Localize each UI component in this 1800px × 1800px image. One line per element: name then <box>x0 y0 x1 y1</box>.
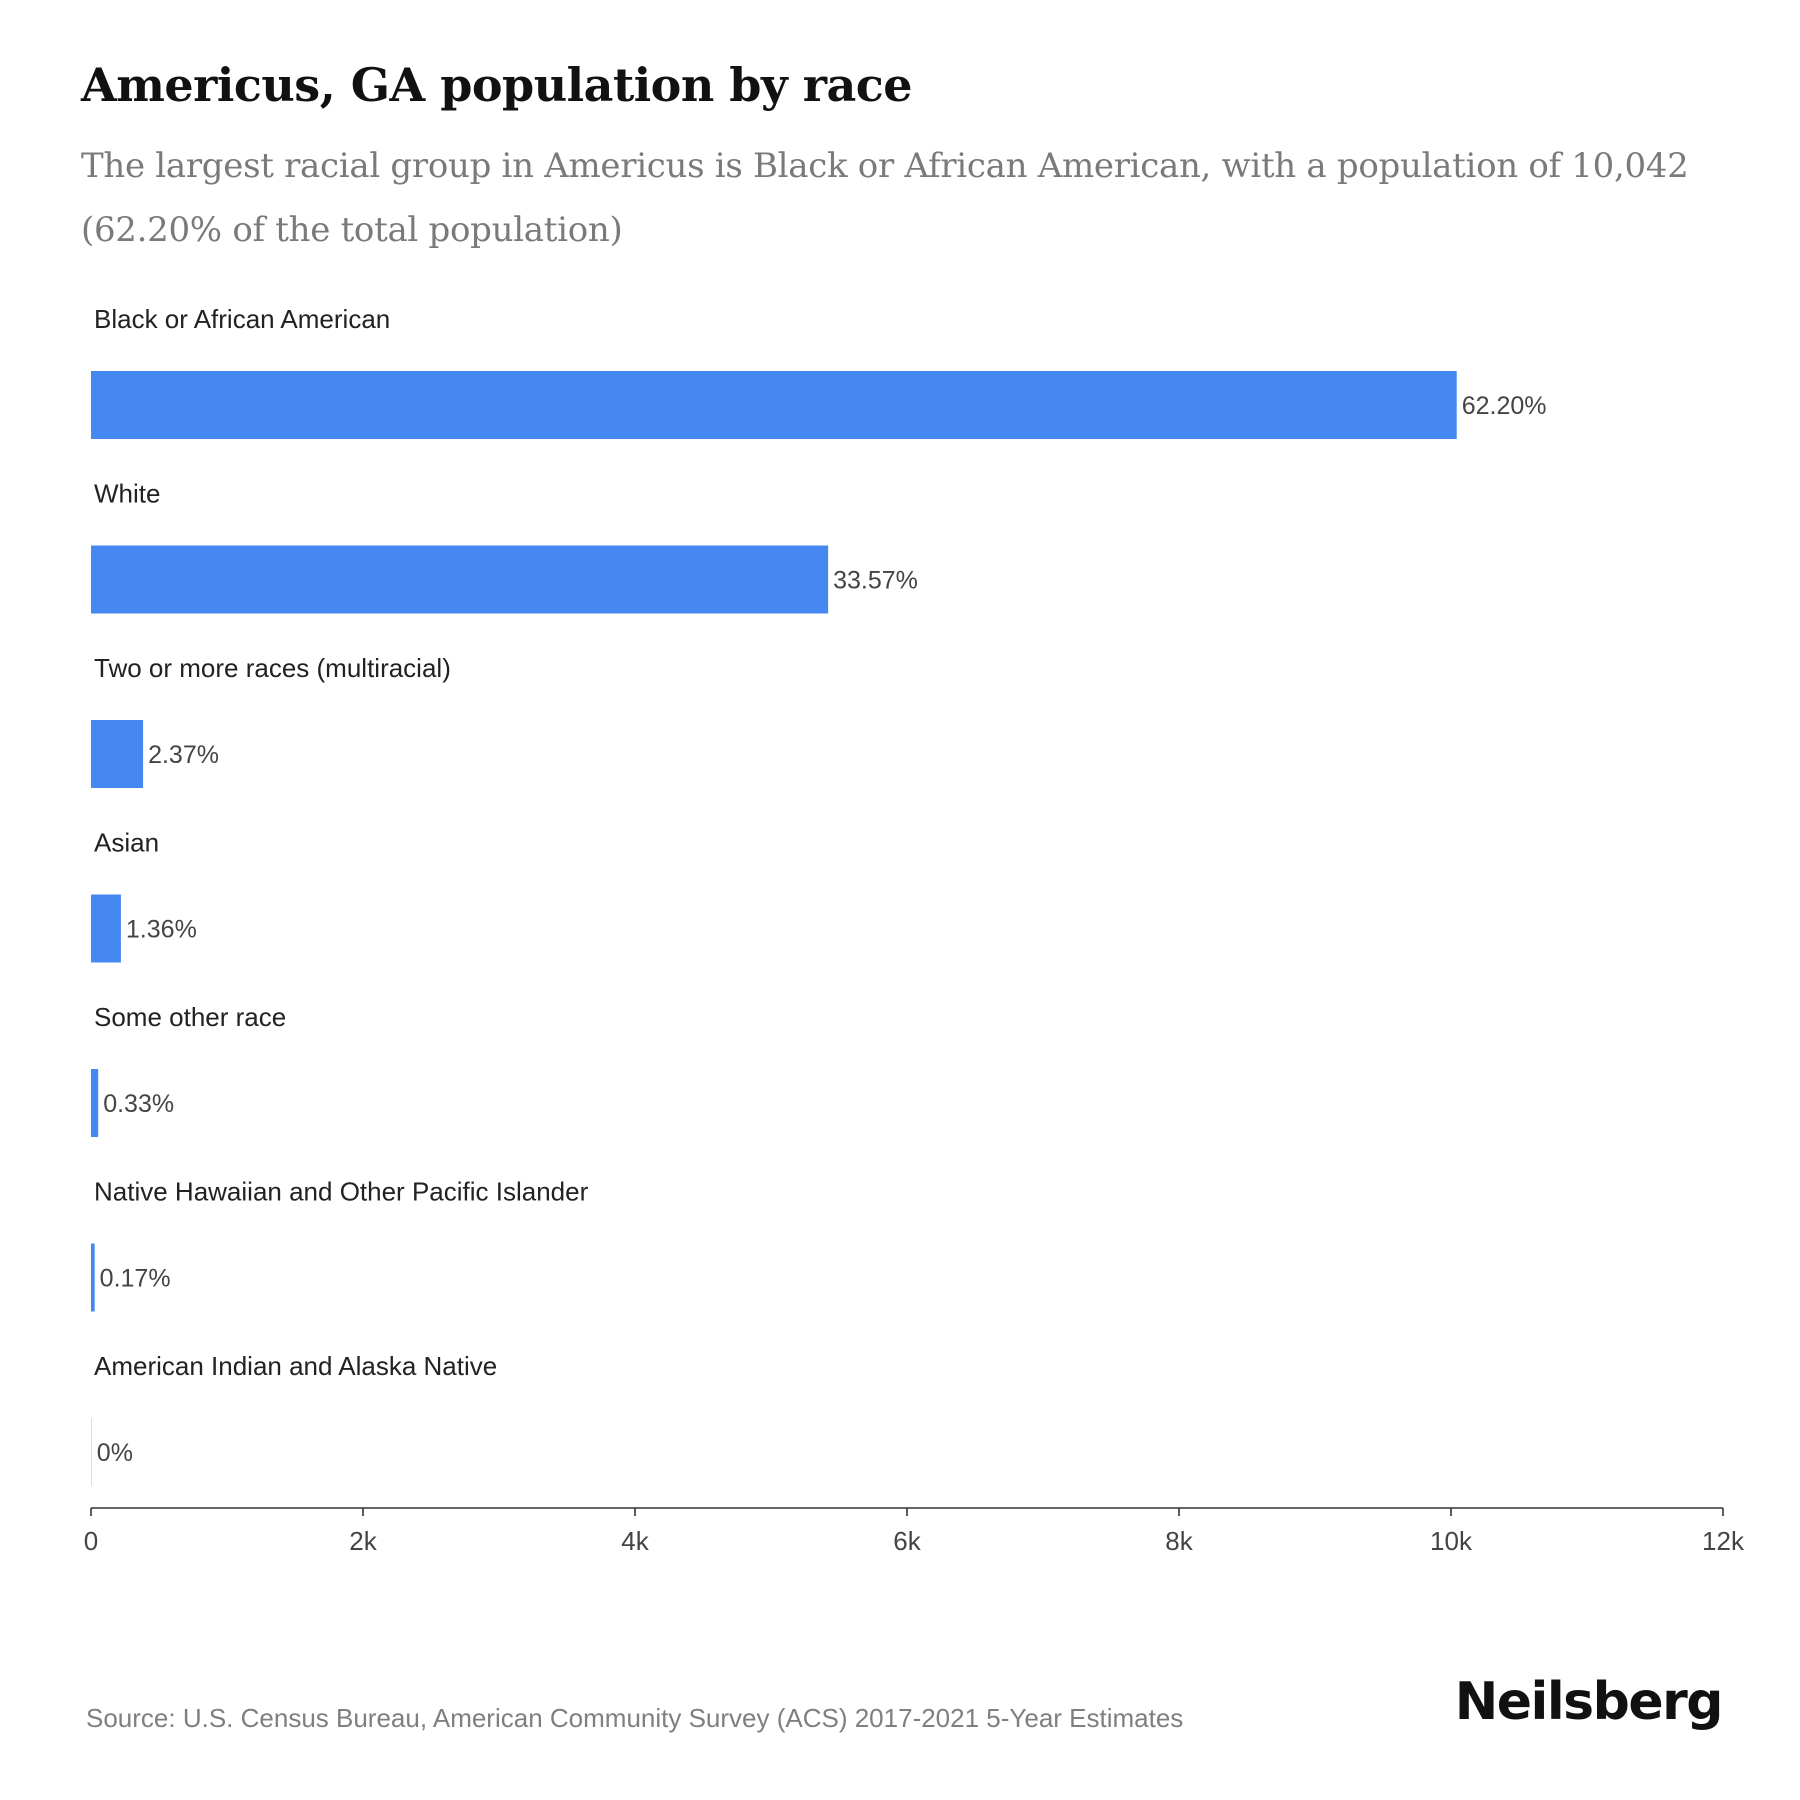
data-label: 33.57% <box>833 567 918 595</box>
x-tick-label: 6k <box>893 1526 921 1556</box>
data-label: 0.33% <box>103 1090 174 1118</box>
chart-subtitle: The largest racial group in Americus is … <box>81 146 1689 250</box>
x-tick-label: 4k <box>621 1526 649 1556</box>
category-label: Black or African American <box>94 304 390 334</box>
category-label: Native Hawaiian and Other Pacific Island… <box>94 1177 589 1207</box>
bar <box>91 545 829 614</box>
bar <box>91 1418 92 1486</box>
category-label: White <box>94 479 160 509</box>
x-tick-label: 12k <box>1702 1526 1745 1556</box>
bar <box>91 1243 95 1312</box>
brand-logo: Neilsberg <box>1454 1672 1724 1732</box>
data-label: 1.36% <box>126 916 197 944</box>
bar <box>91 894 121 963</box>
data-label: 0% <box>97 1439 133 1467</box>
bar <box>91 1069 99 1137</box>
x-tick-label: 8k <box>1165 1526 1193 1556</box>
category-label: Two or more races (multiracial) <box>94 653 451 683</box>
data-label: 0.17% <box>100 1265 171 1293</box>
category-label: Asian <box>94 828 159 858</box>
x-tick-label: 10k <box>1430 1526 1473 1556</box>
chart-title: Americus, GA population by race <box>81 58 913 112</box>
category-label: Some other race <box>94 1002 286 1032</box>
category-label: American Indian and Alaska Native <box>94 1351 497 1381</box>
x-tick-label: 2k <box>349 1526 377 1556</box>
bar <box>91 371 1457 439</box>
source-note: Source: U.S. Census Bureau, American Com… <box>86 1703 1184 1733</box>
bar <box>91 720 144 788</box>
x-tick-label: 0 <box>84 1526 98 1556</box>
data-label: 2.37% <box>148 741 219 769</box>
data-label: 62.20% <box>1462 392 1547 420</box>
